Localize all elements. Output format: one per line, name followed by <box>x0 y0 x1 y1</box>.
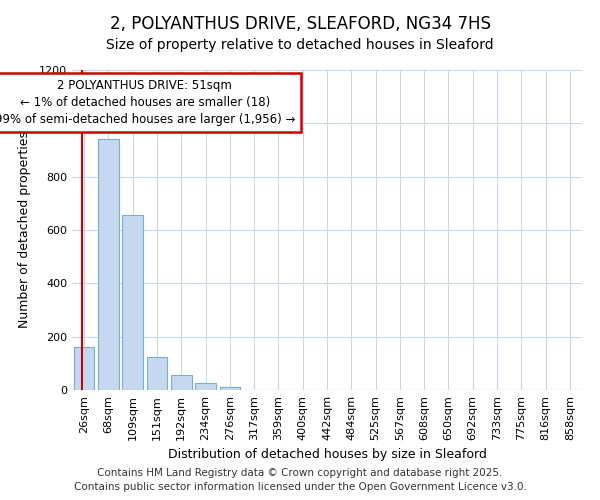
Bar <box>146 356 167 390</box>
Text: 2 POLYANTHUS DRIVE: 51sqm
← 1% of detached houses are smaller (18)
99% of semi-d: 2 POLYANTHUS DRIVE: 51sqm ← 1% of detach… <box>0 80 295 126</box>
Text: Contains HM Land Registry data © Crown copyright and database right 2025.
Contai: Contains HM Land Registry data © Crown c… <box>74 468 526 492</box>
Y-axis label: Number of detached properties: Number of detached properties <box>17 132 31 328</box>
Bar <box>195 384 216 390</box>
Text: 2, POLYANTHUS DRIVE, SLEAFORD, NG34 7HS: 2, POLYANTHUS DRIVE, SLEAFORD, NG34 7HS <box>110 15 491 33</box>
Bar <box>220 388 240 390</box>
Bar <box>171 374 191 390</box>
Bar <box>98 140 119 390</box>
Bar <box>74 348 94 390</box>
Bar <box>122 216 143 390</box>
X-axis label: Distribution of detached houses by size in Sleaford: Distribution of detached houses by size … <box>167 448 487 462</box>
Text: Size of property relative to detached houses in Sleaford: Size of property relative to detached ho… <box>106 38 494 52</box>
